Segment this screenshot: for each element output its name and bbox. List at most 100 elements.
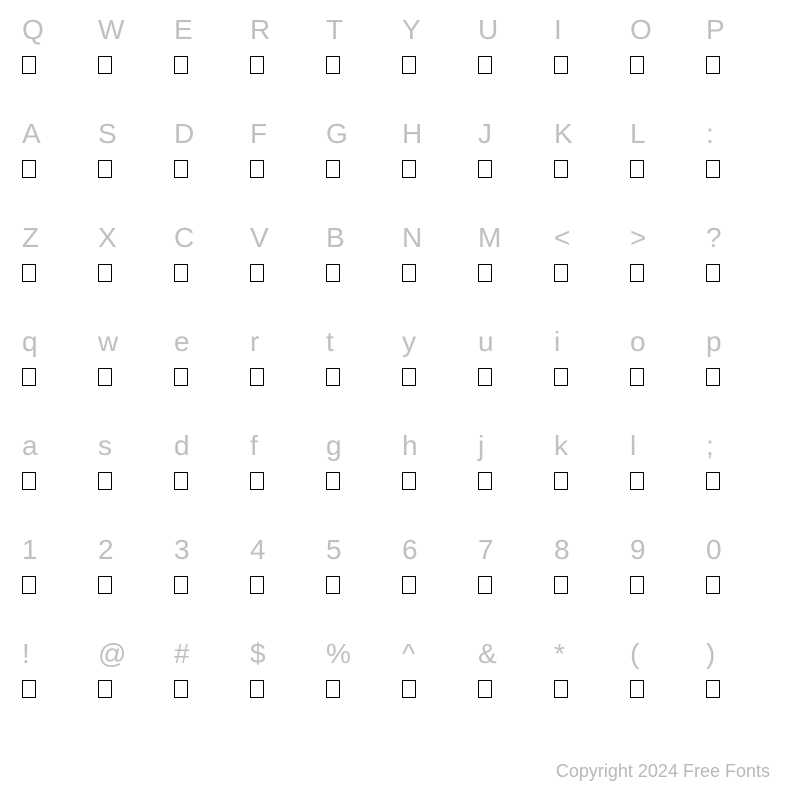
glyph-cell: F: [248, 114, 324, 218]
glyph-box: [478, 264, 492, 282]
glyph-char: 8: [552, 530, 570, 570]
glyph-cell: t: [324, 322, 400, 426]
glyph-box: [250, 160, 264, 178]
glyph-cell: L: [628, 114, 704, 218]
glyph-char: A: [20, 114, 41, 154]
glyph-box: [22, 576, 36, 594]
glyph-box: [706, 472, 720, 490]
glyph-cell: E: [172, 10, 248, 114]
glyph-box: [478, 56, 492, 74]
glyph-char: H: [400, 114, 422, 154]
glyph-char: E: [172, 10, 193, 50]
glyph-cell: s: [96, 426, 172, 530]
glyph-cell: 8: [552, 530, 628, 634]
glyph-char: h: [400, 426, 418, 466]
glyph-cell: e: [172, 322, 248, 426]
glyph-char: G: [324, 114, 348, 154]
glyph-cell: $: [248, 634, 324, 738]
glyph-cell: (: [628, 634, 704, 738]
glyph-char: I: [552, 10, 562, 50]
glyph-box: [706, 264, 720, 282]
glyph-cell: 9: [628, 530, 704, 634]
glyph-cell: 4: [248, 530, 324, 634]
glyph-char: P: [704, 10, 725, 50]
glyph-box: [22, 160, 36, 178]
glyph-cell: &: [476, 634, 552, 738]
glyph-cell: O: [628, 10, 704, 114]
glyph-box: [554, 472, 568, 490]
glyph-char: L: [628, 114, 646, 154]
glyph-char: &: [476, 634, 497, 674]
glyph-box: [174, 680, 188, 698]
glyph-char: u: [476, 322, 494, 362]
glyph-box: [706, 160, 720, 178]
glyph-char: W: [96, 10, 124, 50]
glyph-cell: ): [704, 634, 780, 738]
glyph-cell: W: [96, 10, 172, 114]
glyph-box: [478, 576, 492, 594]
glyph-char: Q: [20, 10, 44, 50]
glyph-cell: #: [172, 634, 248, 738]
glyph-cell: 7: [476, 530, 552, 634]
glyph-char: o: [628, 322, 646, 362]
glyph-char: J: [476, 114, 492, 154]
glyph-box: [98, 56, 112, 74]
glyph-char: 6: [400, 530, 418, 570]
glyph-char: M: [476, 218, 501, 258]
glyph-char: $: [248, 634, 266, 674]
glyph-char: 1: [20, 530, 38, 570]
glyph-char: F: [248, 114, 267, 154]
glyph-cell: %: [324, 634, 400, 738]
glyph-box: [326, 576, 340, 594]
glyph-cell: r: [248, 322, 324, 426]
glyph-box: [402, 56, 416, 74]
glyph-box: [478, 472, 492, 490]
glyph-cell: 2: [96, 530, 172, 634]
glyph-cell: h: [400, 426, 476, 530]
glyph-cell: R: [248, 10, 324, 114]
glyph-box: [402, 680, 416, 698]
glyph-box: [22, 368, 36, 386]
glyph-char: s: [96, 426, 112, 466]
glyph-char: U: [476, 10, 498, 50]
glyph-cell: w: [96, 322, 172, 426]
glyph-char: >: [628, 218, 646, 258]
glyph-box: [326, 264, 340, 282]
glyph-cell: d: [172, 426, 248, 530]
glyph-box: [706, 576, 720, 594]
glyph-cell: <: [552, 218, 628, 322]
glyph-box: [174, 56, 188, 74]
glyph-cell: I: [552, 10, 628, 114]
glyph-char: r: [248, 322, 259, 362]
glyph-box: [98, 264, 112, 282]
glyph-cell: ?: [704, 218, 780, 322]
glyph-box: [630, 576, 644, 594]
glyph-box: [250, 472, 264, 490]
glyph-char: 0: [704, 530, 722, 570]
glyph-char: B: [324, 218, 345, 258]
glyph-char: :: [704, 114, 714, 154]
glyph-char: N: [400, 218, 422, 258]
glyph-char: 7: [476, 530, 494, 570]
glyph-cell: g: [324, 426, 400, 530]
glyph-cell: K: [552, 114, 628, 218]
glyph-cell: o: [628, 322, 704, 426]
glyph-box: [174, 264, 188, 282]
glyph-cell: A: [20, 114, 96, 218]
glyph-cell: 1: [20, 530, 96, 634]
glyph-char: !: [20, 634, 30, 674]
glyph-char: T: [324, 10, 343, 50]
glyph-char: j: [476, 426, 484, 466]
glyph-cell: 5: [324, 530, 400, 634]
glyph-cell: G: [324, 114, 400, 218]
glyph-char: t: [324, 322, 334, 362]
glyph-char: l: [628, 426, 636, 466]
glyph-char: Y: [400, 10, 421, 50]
glyph-char: q: [20, 322, 38, 362]
glyph-grid: QWERTYUIOPASDFGHJKL:ZXCVBNM<>?qwertyuiop…: [0, 0, 800, 738]
glyph-box: [706, 56, 720, 74]
glyph-char: w: [96, 322, 118, 362]
glyph-box: [250, 680, 264, 698]
glyph-char: (: [628, 634, 639, 674]
glyph-cell: l: [628, 426, 704, 530]
